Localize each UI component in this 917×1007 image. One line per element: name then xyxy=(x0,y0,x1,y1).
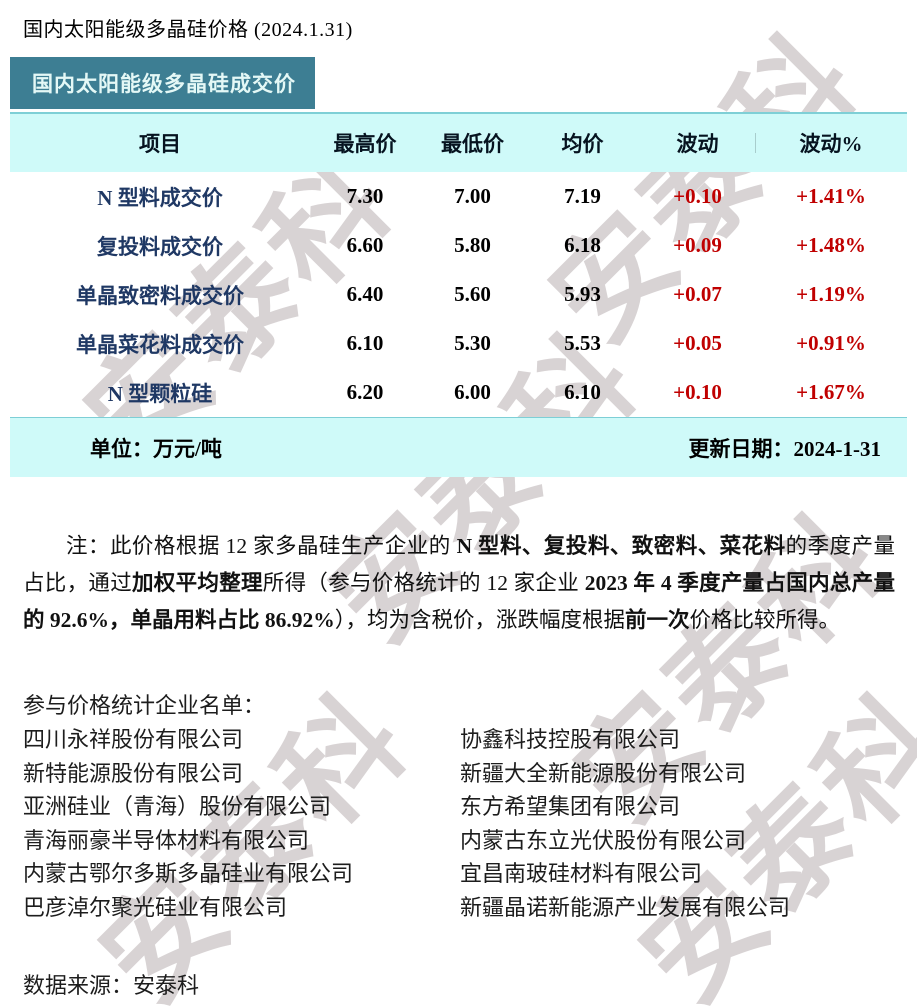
note-segment: 加权平均整理 xyxy=(132,571,263,595)
row-change-pct-value: +1.19% xyxy=(796,282,866,306)
column-header-low: 最低价 xyxy=(441,132,504,156)
row-change-pct-value: +1.48% xyxy=(796,233,866,257)
row-low-value: 5.80 xyxy=(454,233,491,257)
row-low-value: 5.30 xyxy=(454,331,491,355)
row-avg-value: 7.19 xyxy=(564,184,601,208)
row-avg-value: 5.53 xyxy=(564,331,601,355)
column-header-item: 项目 xyxy=(139,132,181,156)
note-segment: N 型料、复投料、致密料、菜花料 xyxy=(456,534,786,558)
company-name: 青海丽豪半导体材料有限公司 xyxy=(23,827,310,853)
note-segment: ），均为含税价，涨跌幅度根据 xyxy=(334,608,626,632)
company-name: 协鑫科技控股有限公司 xyxy=(460,727,681,752)
note-segment: 的季度产量占比，通过 xyxy=(23,534,895,595)
page-title: 国内太阳能级多晶硅价格 (2024.1.31) xyxy=(23,19,353,41)
unit-label: 单位：万元/吨 xyxy=(90,436,222,461)
row-avg-value: 6.10 xyxy=(564,380,601,404)
company-name: 新疆大全新能源股份有限公司 xyxy=(460,760,747,786)
price-table: 项目 最高价 最低价 均价 波动 波动% N 型料成交价 7.30 7.00 7… xyxy=(10,112,907,477)
company-name: 内蒙古鄂尔多斯多晶硅业有限公司 xyxy=(23,861,354,886)
company-list-section: 参与价格统计企业名单： 四川永祥股份有限公司 新特能源股份有限公司亚洲硅业（青海）… xyxy=(23,689,917,924)
row-change-pct-value: +0.91% xyxy=(796,331,866,355)
row-change-value: +0.05 xyxy=(673,331,722,355)
company-name: 四川永祥股份有限公司 xyxy=(23,727,244,752)
table-footer-row: 单位：万元/吨 更新日期：2024-1-31 xyxy=(10,417,907,477)
row-avg-value: 5.93 xyxy=(564,282,601,306)
row-high-value: 6.10 xyxy=(346,331,384,355)
row-item-label: 复投料成交价 xyxy=(97,234,223,259)
company-columns: 四川永祥股份有限公司 新特能源股份有限公司亚洲硅业（青海）股份有限公司 青海丽豪半导… xyxy=(23,723,917,924)
table-row: N 型料成交价 7.30 7.00 7.19 +0.10 +1.41% xyxy=(10,172,907,221)
company-name: 内蒙古东立光伏股份有限公司 xyxy=(460,827,747,853)
row-high-value: 6.40 xyxy=(346,282,384,306)
column-header-change: 波动 xyxy=(676,132,719,156)
column-header-average: 均价 xyxy=(561,132,604,156)
company-name: 巴彦淖尔聚光硅业有限公司 xyxy=(23,894,288,920)
column-header-change-pct: 波动% xyxy=(755,128,907,158)
row-high-value: 7.30 xyxy=(346,184,384,208)
row-item-label: N 型料成交价 xyxy=(97,185,223,210)
company-name: 新疆晶诺新能源产业发展有限公司 xyxy=(460,894,791,920)
note-paragraph: 注：此价格根据 12 家多晶硅生产企业的 N 型料、复投料、致密料、菜花料的季度… xyxy=(23,528,895,639)
update-date-label: 更新日期：2024-1-31 xyxy=(688,436,882,461)
row-high-value: 6.20 xyxy=(346,380,384,404)
row-change-value: +0.09 xyxy=(673,233,722,257)
data-source: 数据来源：安泰科 xyxy=(23,973,200,998)
row-high-value: 6.60 xyxy=(346,233,384,257)
table-row: N 型颗粒硅 6.20 6.00 6.10 +0.10 +1.67% xyxy=(10,368,907,417)
row-change-pct-value: +1.41% xyxy=(796,184,866,208)
row-change-value: +0.10 xyxy=(673,184,722,208)
note-segment: 注：此价格根据 12 家多晶硅生产企业的 xyxy=(66,534,457,558)
company-name: 新特能源股份有限公司 xyxy=(23,760,244,786)
row-low-value: 6.00 xyxy=(454,380,491,404)
company-name: 亚洲硅业（青海）股份有限公司 xyxy=(23,794,332,819)
note-segment: 价格比较所得。 xyxy=(689,608,841,632)
row-low-value: 5.60 xyxy=(454,282,491,306)
company-list-right: 协鑫科技控股有限公司新疆大全新能源股份有限公司 东方希望集团有限公司内蒙古东立光伏… xyxy=(460,723,917,924)
section-banner: 国内太阳能级多晶硅成交价 xyxy=(10,57,315,109)
note-segment: 所得（参与价格统计的 12 家企业 xyxy=(262,571,585,595)
company-list-left: 四川永祥股份有限公司 新特能源股份有限公司亚洲硅业（青海）股份有限公司 青海丽豪半导… xyxy=(23,723,460,924)
table-row: 复投料成交价 6.60 5.80 6.18 +0.09 +1.48% xyxy=(10,221,907,270)
price-table-body: N 型料成交价 7.30 7.00 7.19 +0.10 +1.41% 复投料成… xyxy=(10,172,907,417)
row-item-label: N 型颗粒硅 xyxy=(107,381,213,406)
company-name: 宜昌南玻硅材料有限公司 xyxy=(460,861,703,886)
company-list-heading: 参与价格统计企业名单： xyxy=(23,693,266,718)
banner-label: 国内太阳能级多晶硅成交价 xyxy=(32,73,296,96)
row-avg-value: 6.18 xyxy=(564,233,601,257)
row-item-label: 单晶菜花料成交价 xyxy=(76,332,244,357)
row-change-pct-value: +1.67% xyxy=(796,380,866,404)
table-row: 单晶菜花料成交价 6.10 5.30 5.53 +0.05 +0.91% xyxy=(10,319,907,368)
table-row: 单晶致密料成交价 6.40 5.60 5.93 +0.07 +1.19% xyxy=(10,270,907,319)
row-low-value: 7.00 xyxy=(454,184,491,208)
note-segment: 2023 年 4 季度产量占国内总产量的 92.6%，单晶用料占比 86.92% xyxy=(23,571,895,632)
company-name: 东方希望集团有限公司 xyxy=(460,794,681,819)
row-change-value: +0.07 xyxy=(673,282,722,306)
table-header-row: 项目 最高价 最低价 均价 波动 波动% xyxy=(10,112,907,172)
note-segment: 前一次 xyxy=(625,608,690,632)
row-item-label: 单晶致密料成交价 xyxy=(76,283,244,308)
row-change-value: +0.10 xyxy=(673,380,722,404)
column-header-high: 最高价 xyxy=(333,132,397,156)
